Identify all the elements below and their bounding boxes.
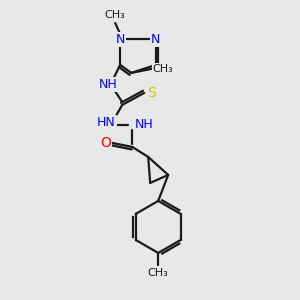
Text: S: S	[147, 86, 156, 100]
Text: N: N	[151, 33, 160, 46]
Text: CH₃: CH₃	[153, 64, 174, 74]
Text: CH₃: CH₃	[148, 268, 169, 278]
Text: HN: HN	[97, 116, 116, 129]
Text: CH₃: CH₃	[105, 10, 126, 20]
Text: NH: NH	[99, 78, 118, 92]
Text: O: O	[100, 136, 111, 150]
Text: N: N	[116, 33, 125, 46]
Text: NH: NH	[135, 118, 154, 131]
